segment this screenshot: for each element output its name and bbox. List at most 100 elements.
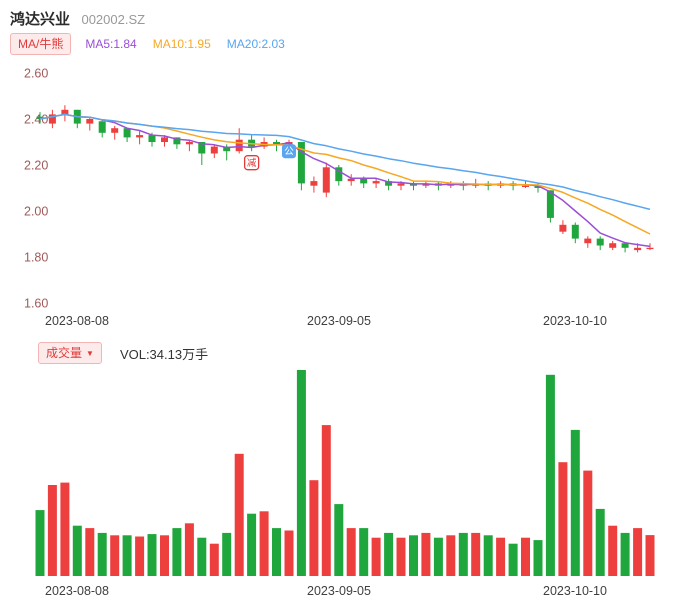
dropdown-caret-icon: ▼ xyxy=(86,349,94,358)
volume-bar xyxy=(197,537,207,576)
candle-body xyxy=(273,142,280,145)
volume-bar xyxy=(172,528,182,576)
candle-body xyxy=(621,243,629,248)
event-marker-blue: 公 xyxy=(281,144,296,159)
stock-name: 鸿达兴业 xyxy=(10,11,71,28)
candle-body xyxy=(360,178,368,184)
candle-body xyxy=(123,128,131,138)
volume-bar xyxy=(521,537,530,576)
candle-body xyxy=(198,142,206,154)
volume-bar xyxy=(135,536,145,576)
candle-body xyxy=(646,247,654,250)
candle-body xyxy=(534,185,542,188)
volume-bar xyxy=(458,532,468,576)
volume-header: 成交量 ▼ VOL:34.13万手 xyxy=(38,342,208,364)
volume-bar xyxy=(309,480,319,576)
candle-body xyxy=(86,119,94,124)
candle-body xyxy=(61,109,69,115)
volume-bar xyxy=(97,532,107,576)
volume-bar xyxy=(110,535,120,576)
volume-bar xyxy=(60,482,70,576)
volume-bar xyxy=(558,462,568,576)
candle-body xyxy=(546,190,554,218)
x-axis-date-label: 2023-09-05 xyxy=(307,314,371,328)
candle-body xyxy=(210,146,218,154)
volume-selector-label: 成交量 xyxy=(46,346,83,360)
volume-bar xyxy=(259,511,269,576)
volume-bar xyxy=(209,543,219,576)
volume-bar xyxy=(570,429,580,576)
y-axis-price-label: 1.80 xyxy=(24,251,48,265)
volume-bar xyxy=(633,528,643,576)
volume-bar xyxy=(471,532,481,576)
volume-bar xyxy=(296,370,306,576)
candle-body xyxy=(161,137,168,142)
volume-bar xyxy=(359,528,369,576)
y-axis-price-label: 2.60 xyxy=(24,67,48,81)
x-axis-date-label: 2023-10-10 xyxy=(543,314,607,328)
candle-body xyxy=(559,224,567,232)
event-marker-red: 减 xyxy=(243,155,260,171)
candle-body xyxy=(609,243,617,248)
ma20-value: MA20:2.03 xyxy=(226,37,285,51)
volume-bar xyxy=(222,532,232,576)
price-x-axis: 2023-08-08 2023-09-05 2023-10-10 xyxy=(0,314,686,330)
svg-text:公: 公 xyxy=(284,147,294,158)
volume-bar xyxy=(483,535,493,576)
candlestick-chart[interactable]: 2.60 2.40 2.20 2.00 1.80 1.60 减 公 xyxy=(0,56,686,314)
volume-bar xyxy=(321,425,331,576)
candle-body xyxy=(111,128,119,133)
ma10-value: MA10:1.95 xyxy=(152,37,211,51)
candle-body xyxy=(335,167,343,182)
volume-bar xyxy=(234,453,244,576)
candle-body xyxy=(297,142,305,184)
candle-body xyxy=(235,139,243,152)
candle-body xyxy=(48,114,56,124)
candle-body xyxy=(397,183,405,186)
volume-bar xyxy=(409,535,418,576)
volume-bar xyxy=(85,528,95,576)
candle-body xyxy=(596,238,604,246)
volume-bar xyxy=(247,513,257,576)
candle-body xyxy=(136,135,144,138)
candle-body xyxy=(98,121,106,133)
ma20-line xyxy=(39,113,651,211)
ma-legend-row: MA/牛熊 MA5:1.84 MA10:1.95 MA20:2.03 xyxy=(10,33,285,55)
candle-body xyxy=(634,247,642,251)
volume-bar xyxy=(446,535,456,576)
volume-bar xyxy=(595,508,605,576)
ma5-value: MA5:1.84 xyxy=(85,37,137,51)
volume-value: VOL:34.13万手 xyxy=(119,346,209,362)
volume-bar xyxy=(334,504,344,576)
x-axis-date-label: 2023-09-05 xyxy=(307,584,371,598)
volume-bar xyxy=(396,537,406,576)
volume-bar xyxy=(545,374,555,576)
volume-bar xyxy=(508,543,518,576)
volume-bar xyxy=(47,485,57,576)
ma5-line xyxy=(39,113,651,248)
volume-bar xyxy=(272,528,281,576)
volume-bar xyxy=(645,535,655,576)
volume-bar xyxy=(433,537,443,576)
x-axis-date-label: 2023-10-10 xyxy=(543,584,607,598)
candle-body xyxy=(223,146,231,152)
header: 鸿达兴业 002002.SZ xyxy=(10,8,145,29)
svg-text:减: 减 xyxy=(247,157,257,169)
volume-chart[interactable] xyxy=(0,362,686,580)
volume-bar xyxy=(620,532,630,576)
candle-body xyxy=(571,224,579,239)
volume-indicator-selector[interactable]: 成交量 ▼ xyxy=(38,342,102,364)
y-axis-price-label: 1.60 xyxy=(24,297,48,311)
candle-body xyxy=(584,238,592,244)
volume-bar xyxy=(384,532,394,576)
candle-body xyxy=(148,135,156,142)
candle-body xyxy=(372,181,380,184)
volume-bar xyxy=(72,525,82,576)
volume-bar xyxy=(583,470,593,576)
volume-bar xyxy=(371,537,381,576)
volume-bar xyxy=(421,532,431,576)
volume-x-axis: 2023-08-08 2023-09-05 2023-10-10 xyxy=(0,584,686,600)
ma-mode-selector[interactable]: MA/牛熊 xyxy=(10,33,72,55)
stock-symbol: 002002.SZ xyxy=(81,12,146,27)
